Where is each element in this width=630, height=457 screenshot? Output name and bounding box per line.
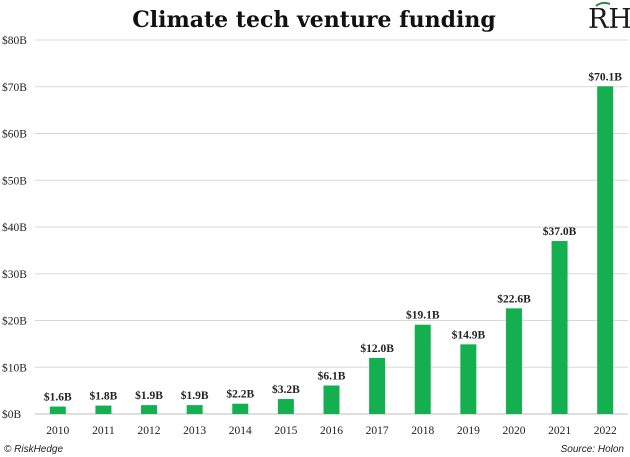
x-tick-label: 2021 <box>548 425 571 437</box>
y-tick-label: $70B <box>2 81 27 94</box>
x-tick-label: 2018 <box>411 425 434 437</box>
bar-2010 <box>49 406 66 414</box>
data-label: $6.1B <box>318 369 346 382</box>
logo-accent <box>595 1 611 7</box>
bars <box>49 86 614 414</box>
data-labels: $1.6B $1.8B $1.9B $1.9B $2.2B $3.2B $6.1B $12.0… <box>44 70 622 403</box>
x-tick-label: 2011 <box>92 425 115 437</box>
x-tick-label: 2013 <box>183 425 206 437</box>
y-axis-ticks: $0B $10B $20B $30B $40B $50B $60B $70B $80B <box>2 34 27 421</box>
x-tick-label: 2015 <box>274 425 297 437</box>
x-tick-label: 2020 <box>502 425 525 437</box>
data-label: $1.9B <box>135 389 163 402</box>
bar-2022 <box>597 86 614 414</box>
data-label: $1.9B <box>181 389 209 402</box>
y-tick-label: $0B <box>2 408 22 421</box>
data-label: $12.0B <box>360 342 394 355</box>
x-tick-label: 2012 <box>138 425 161 437</box>
data-label: $22.6B <box>497 292 531 305</box>
y-tick-label: $50B <box>2 174 27 187</box>
logo: RH <box>588 1 630 35</box>
bar-2013 <box>186 405 203 414</box>
x-tick-label: 2022 <box>594 425 617 437</box>
gridlines <box>35 39 628 415</box>
bar-2011 <box>95 405 112 414</box>
y-tick-label: $60B <box>2 128 27 141</box>
bar-2012 <box>141 405 158 414</box>
data-label: $1.8B <box>90 390 118 403</box>
data-label: $1.6B <box>44 391 72 404</box>
chart-title: Climate tech venture funding <box>132 7 496 33</box>
y-tick-label: $80B <box>2 34 27 47</box>
copyright-note: © RiskHedge <box>4 444 63 455</box>
source-note: Source: Holon <box>561 444 625 455</box>
bar-2020 <box>505 308 522 414</box>
data-label: $14.9B <box>452 328 486 341</box>
x-tick-label: 2014 <box>229 425 252 437</box>
data-label: $37.0B <box>543 225 577 238</box>
data-label: $3.2B <box>272 383 300 396</box>
x-tick-label: 2017 <box>366 425 389 437</box>
bar-2018 <box>414 324 431 414</box>
bar-2016 <box>323 385 340 414</box>
data-label: $70.1B <box>588 70 622 83</box>
bar-2021 <box>551 241 568 414</box>
y-tick-label: $20B <box>2 315 27 328</box>
x-tick-label: 2016 <box>320 425 343 437</box>
data-label: $2.2B <box>226 388 254 401</box>
logo-mark: RH <box>588 4 630 35</box>
bar-2019 <box>460 344 477 414</box>
y-tick-label: $10B <box>2 361 27 374</box>
bar-2015 <box>277 399 294 414</box>
x-tick-label: 2010 <box>46 425 69 437</box>
data-label: $19.1B <box>406 309 440 322</box>
x-tick-label: 2019 <box>457 425 480 437</box>
bar-2017 <box>369 357 386 414</box>
y-tick-label: $40B <box>2 221 27 234</box>
x-axis-ticks: 2010 2011 2012 2013 2014 2015 2016 2017 2018 2019… <box>46 425 617 437</box>
bar-2014 <box>232 403 249 414</box>
y-tick-label: $30B <box>2 268 27 281</box>
